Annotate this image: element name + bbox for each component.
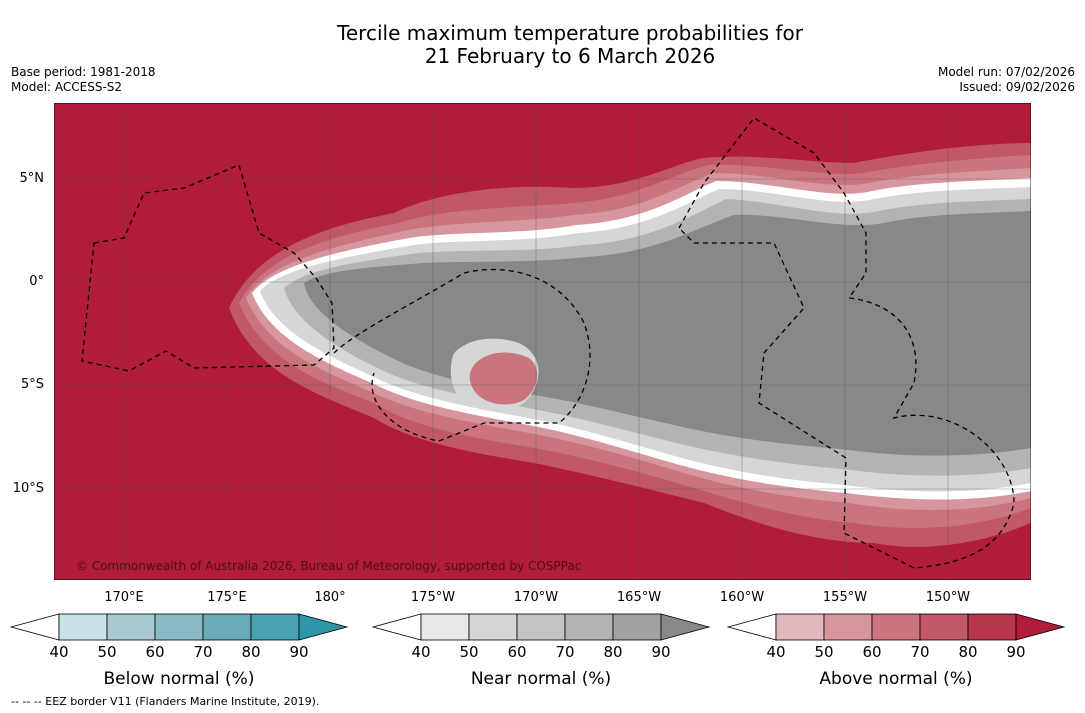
lon-tick-160w: 160°W (719, 590, 765, 605)
lat-tick-10s: 10°S (12, 481, 44, 496)
above-normal-title: Above normal (%) (819, 669, 973, 689)
lon-tick-175w: 175°W (410, 590, 456, 605)
near-tick-50: 50 (459, 643, 479, 661)
colorbar-segment (58, 613, 108, 641)
lon-tick-150w: 150°W (925, 590, 971, 605)
above-tick-60: 60 (862, 643, 882, 661)
colorbar-segment (468, 613, 518, 641)
below-tick-80: 80 (241, 643, 261, 661)
lat-tick-5s: 5°S (20, 377, 44, 392)
model-run: Model run: 07/02/2026 (937, 65, 1075, 79)
colorbar-segment (823, 613, 873, 641)
lon-tick-170e: 170°E (104, 590, 144, 605)
meta-left: Base period: 1981-2018 Model: ACCESS-S2 (11, 65, 156, 95)
above-tick-50: 50 (814, 643, 834, 661)
lat-tick-0: 0° (29, 274, 44, 289)
title-line-1: Tercile maximum temperature probabilitie… (337, 21, 803, 45)
colorbar-segment (775, 613, 825, 641)
near-normal-90-region (304, 211, 1031, 456)
lon-tick-170w: 170°W (513, 590, 559, 605)
lon-tick-180: 180° (314, 590, 346, 605)
below-tick-50: 50 (97, 643, 117, 661)
meta-right: Model run: 07/02/2026 Issued: 09/02/2026 (938, 65, 1075, 95)
colorbar-segment (106, 613, 156, 641)
near-normal-colorbar (372, 613, 711, 641)
map-title: Tercile maximum temperature probabilitie… (0, 22, 1085, 68)
colorbar-high-end (1015, 613, 1066, 641)
colorbar-segment (871, 613, 921, 641)
below-normal-colorbar (10, 613, 349, 641)
probability-map: © Commonwealth of Australia 2026, Bureau… (54, 103, 1031, 580)
above-tick-70: 70 (910, 643, 930, 661)
near-tick-70: 70 (555, 643, 575, 661)
lon-tick-175e: 175°E (207, 590, 247, 605)
colorbar-segment (612, 613, 662, 641)
copyright-text: © Commonwealth of Australia 2026, Bureau… (76, 559, 581, 573)
colorbar-low-end (372, 613, 422, 641)
colorbar-segment (250, 613, 300, 641)
colorbar-segment (516, 613, 566, 641)
below-tick-90: 90 (289, 643, 309, 661)
eez-legend-note: -- -- -- EEZ border V11 (Flanders Marine… (11, 695, 320, 708)
above-tick-90: 90 (1006, 643, 1026, 661)
above-normal-pocket-inner (469, 352, 538, 405)
base-period: Base period: 1981-2018 (11, 65, 156, 79)
colorbar-low-end (10, 613, 60, 641)
graticule (54, 103, 1031, 580)
colorbar-segment (967, 613, 1017, 641)
near-tick-60: 60 (507, 643, 527, 661)
colorbar-segment (202, 613, 252, 641)
colorbar-segment (919, 613, 969, 641)
colorbar-segment (420, 613, 470, 641)
near-tick-80: 80 (603, 643, 623, 661)
colorbar-high-end (660, 613, 711, 641)
below-tick-70: 70 (193, 643, 213, 661)
colorbar-segment (564, 613, 614, 641)
issued-date: Issued: 09/02/2026 (959, 80, 1075, 94)
lat-tick-5n: 5°N (19, 171, 45, 186)
title-line-2: 21 February to 6 March 2026 (424, 44, 716, 68)
model-name: Model: ACCESS-S2 (11, 80, 123, 94)
colorbar-segment (154, 613, 204, 641)
near-normal-title: Near normal (%) (470, 669, 612, 689)
lon-tick-155w: 155°W (822, 590, 868, 605)
colorbar-high-end (298, 613, 349, 641)
above-tick-40: 40 (766, 643, 786, 661)
near-tick-90: 90 (651, 643, 671, 661)
above-tick-80: 80 (958, 643, 978, 661)
below-normal-title: Below normal (%) (103, 669, 255, 689)
below-tick-40: 40 (49, 643, 69, 661)
eez-borders (81, 117, 1015, 569)
colorbar-low-end (727, 613, 777, 641)
above-normal-colorbar (727, 613, 1066, 641)
near-tick-40: 40 (411, 643, 431, 661)
lon-tick-165w: 165°W (616, 590, 662, 605)
below-tick-60: 60 (145, 643, 165, 661)
